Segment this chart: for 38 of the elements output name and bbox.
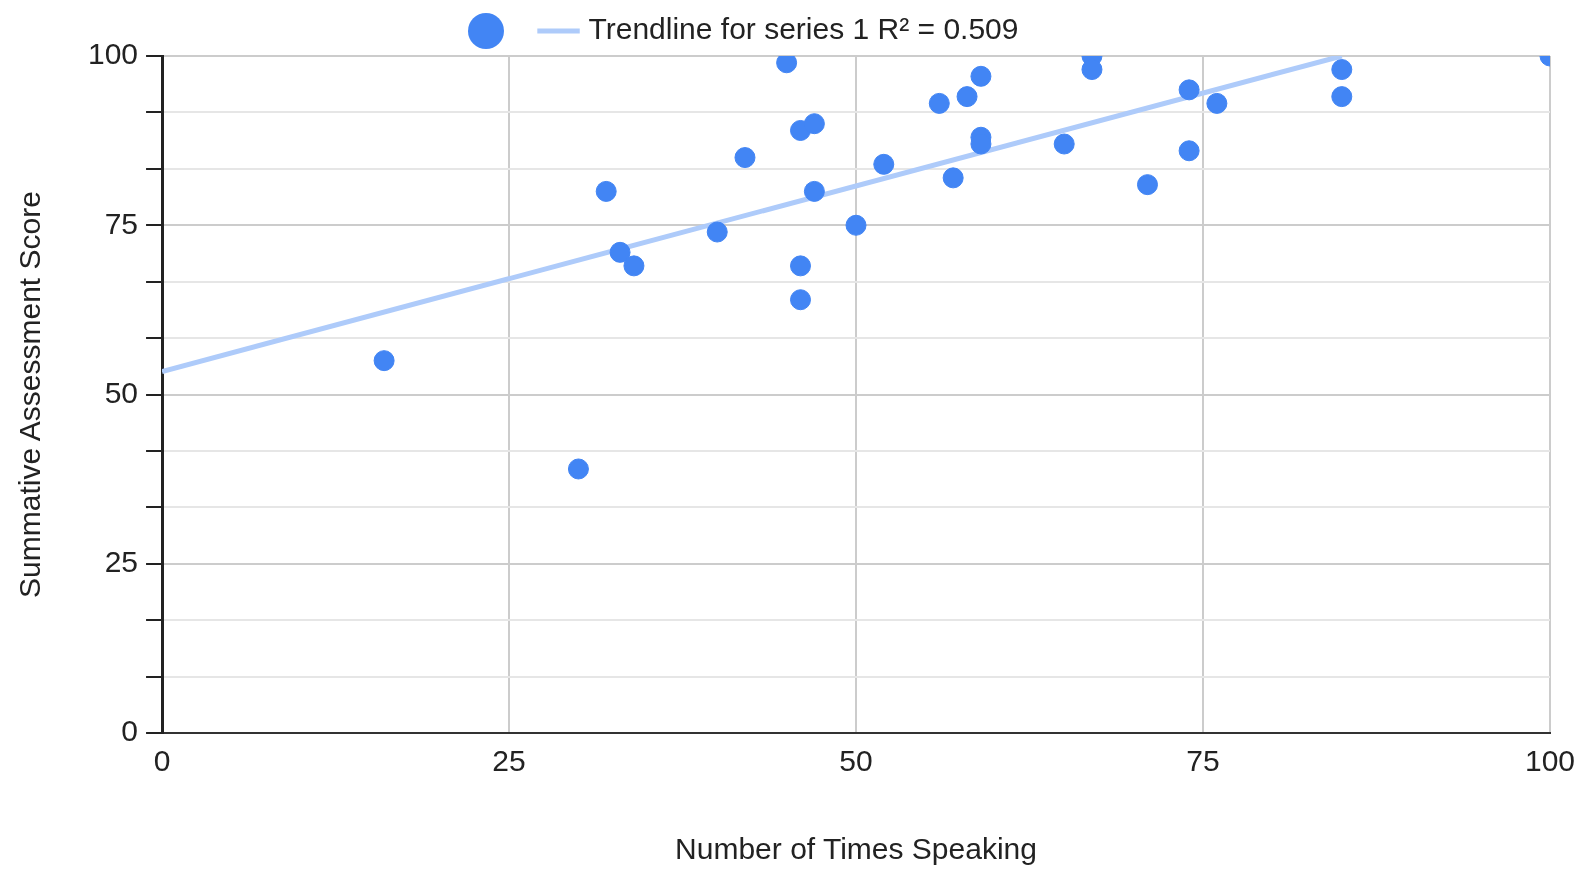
y-tick-label: 25 — [104, 545, 139, 579]
x-axis-title: Number of Times Speaking — [675, 832, 1037, 866]
x-tick-label: 25 — [492, 744, 526, 778]
point — [1331, 86, 1353, 108]
y-tick-label: 75 — [104, 206, 139, 240]
point — [928, 92, 950, 114]
point — [567, 458, 589, 480]
point — [970, 65, 992, 87]
point — [942, 167, 964, 189]
point — [373, 350, 395, 372]
point — [803, 113, 825, 135]
x-tick-label: 100 — [1524, 744, 1575, 778]
legend-label: Trendline for series 1 R² = 0.509 — [588, 12, 1019, 46]
point — [1331, 59, 1353, 81]
point — [1178, 79, 1200, 101]
x-tick-label: 50 — [839, 744, 873, 778]
point — [706, 221, 728, 243]
y-tick-label: 0 — [121, 714, 139, 748]
point — [803, 180, 825, 202]
x-tick-label: 75 — [1186, 744, 1220, 778]
x-tick-label: 0 — [153, 744, 171, 778]
point — [595, 180, 617, 202]
point — [1136, 174, 1158, 196]
point — [790, 255, 811, 277]
point — [1178, 140, 1200, 162]
point — [790, 289, 811, 311]
point — [609, 241, 631, 263]
point — [734, 147, 756, 169]
point — [1053, 133, 1075, 155]
y-tick-label: 50 — [104, 375, 139, 409]
point — [623, 255, 645, 277]
y-tick-label: 100 — [87, 37, 139, 71]
y-axis-title: Summative Assessment Score — [13, 191, 47, 598]
point — [956, 86, 978, 108]
point — [1081, 59, 1103, 81]
point — [1206, 92, 1228, 114]
point — [845, 214, 867, 236]
point — [873, 153, 895, 175]
